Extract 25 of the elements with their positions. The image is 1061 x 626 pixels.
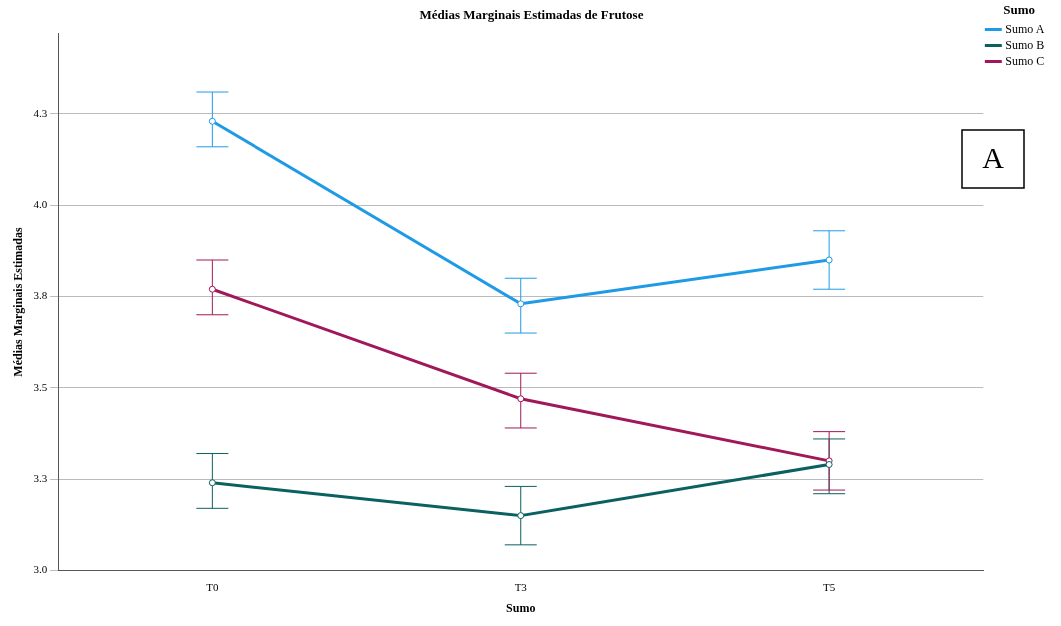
legend-label: Sumo B	[1005, 37, 1045, 52]
annotation: A	[982, 140, 1005, 174]
chart-title: Médias Marginais Estimadas de Frutose	[419, 7, 644, 23]
point	[517, 395, 525, 403]
point	[208, 117, 216, 125]
y-tick-label: 3.8	[33, 289, 48, 302]
x-tick-label: T0	[206, 580, 219, 593]
point	[517, 512, 525, 520]
point	[208, 479, 216, 487]
x-axis-title: Sumo	[506, 600, 536, 615]
y-tick-label: 3.0	[33, 563, 48, 576]
y-tick-label: 3.3	[33, 472, 48, 484]
y-axis-title: Médias Marginais Estimadas	[11, 227, 26, 377]
point	[825, 461, 833, 468]
y-tick-label: 3.5	[33, 380, 48, 393]
point	[825, 256, 833, 264]
legend-title: Sumo	[1003, 1, 1036, 17]
legend-label: Sumo C	[1005, 53, 1045, 68]
y-tick-label: 4.3	[33, 106, 48, 119]
legend-label: Sumo A	[1005, 21, 1045, 36]
point	[517, 300, 525, 308]
point	[208, 285, 216, 293]
x-tick-label: T3	[514, 580, 528, 593]
x-tick-label: T5	[823, 580, 836, 593]
y-tick-label: 4.0	[33, 198, 48, 211]
